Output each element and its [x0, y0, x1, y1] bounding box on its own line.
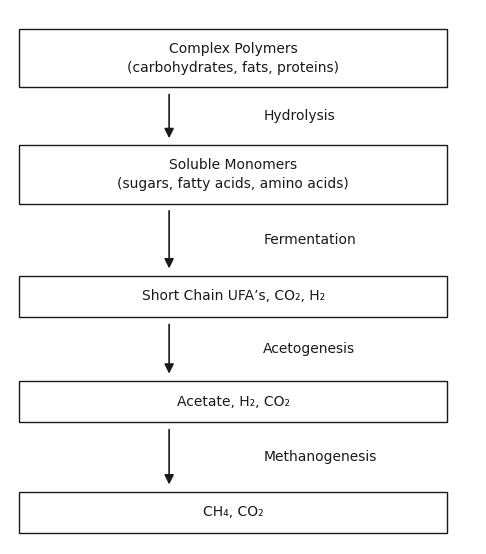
- Text: Hydrolysis: Hydrolysis: [263, 109, 335, 124]
- Text: (sugars, fatty acids, amino acids): (sugars, fatty acids, amino acids): [118, 177, 349, 191]
- Text: Acetogenesis: Acetogenesis: [263, 342, 355, 356]
- Bar: [19, 29, 447, 87]
- Text: Fermentation: Fermentation: [263, 233, 356, 247]
- Bar: [19, 145, 447, 203]
- Text: CH₄, CO₂: CH₄, CO₂: [203, 505, 263, 520]
- Bar: [19, 275, 447, 317]
- Text: Methanogenesis: Methanogenesis: [263, 450, 377, 464]
- Bar: [19, 381, 447, 422]
- Bar: [19, 492, 447, 533]
- Text: Short Chain UFA’s, CO₂, H₂: Short Chain UFA’s, CO₂, H₂: [142, 289, 325, 304]
- Text: Complex Polymers: Complex Polymers: [169, 42, 297, 56]
- Text: (carbohydrates, fats, proteins): (carbohydrates, fats, proteins): [127, 60, 339, 75]
- Text: Acetate, H₂, CO₂: Acetate, H₂, CO₂: [177, 394, 290, 409]
- Text: Soluble Monomers: Soluble Monomers: [169, 158, 297, 172]
